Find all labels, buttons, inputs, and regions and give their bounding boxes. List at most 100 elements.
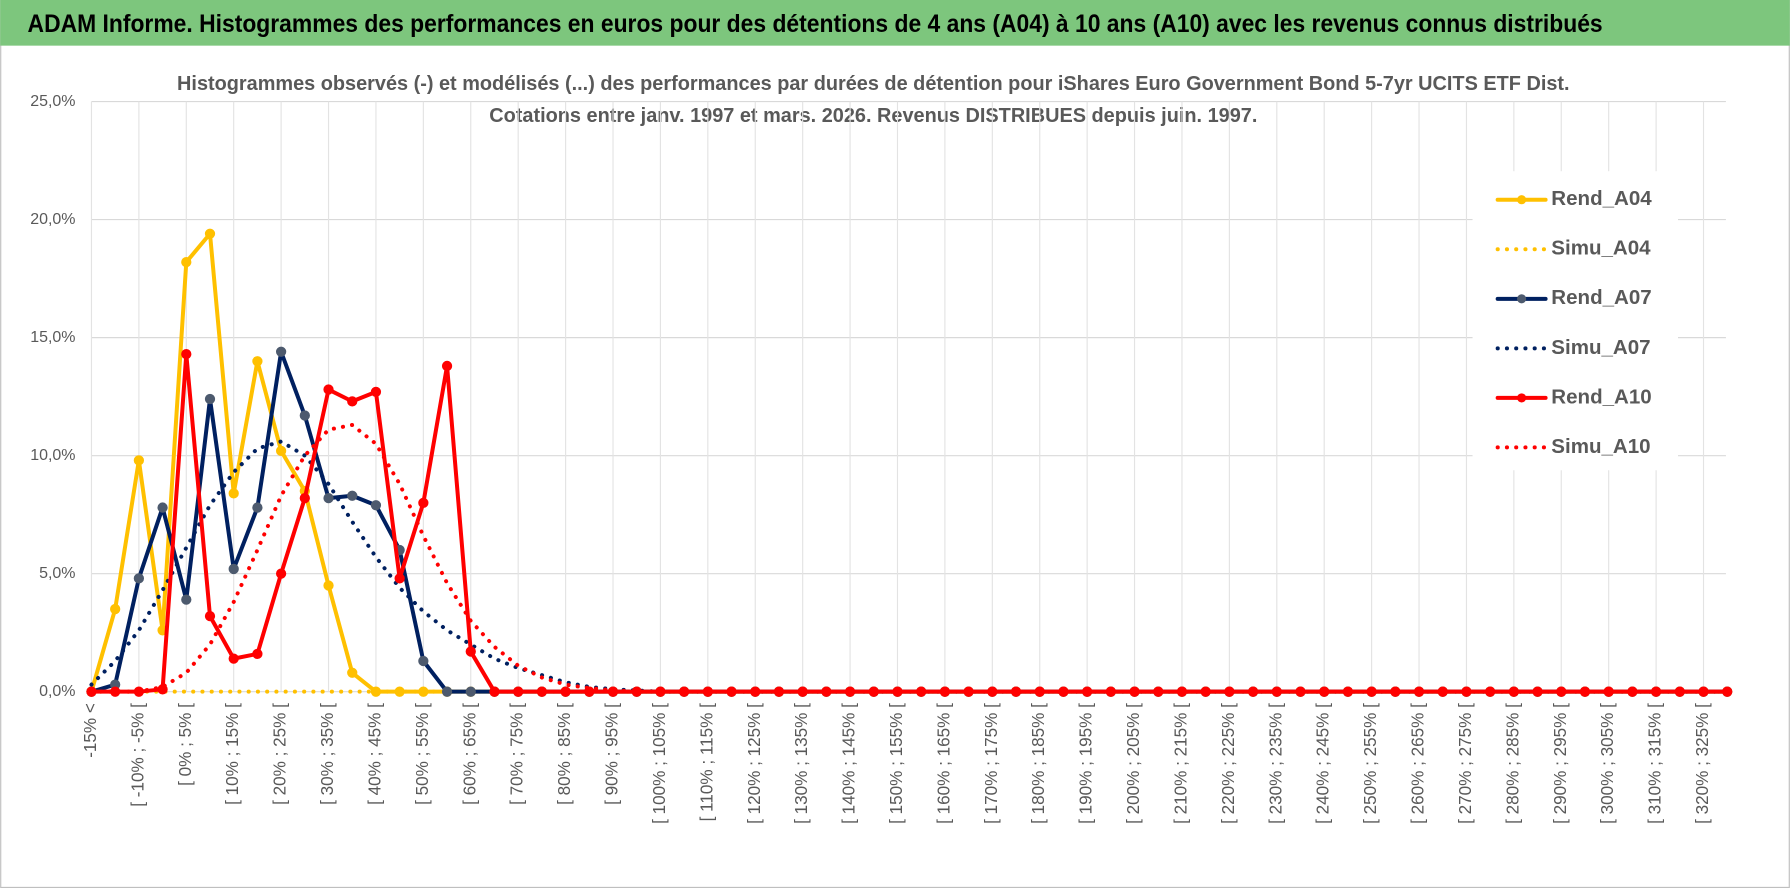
data-point (441, 360, 453, 372)
y-tick-label: 0,0% (39, 683, 75, 700)
data-point (418, 655, 429, 667)
data-point (1319, 686, 1330, 697)
data-point (441, 686, 453, 697)
x-tick-label: [ 220% ; 225% [ (1219, 703, 1238, 824)
y-tick-label: 10,0% (30, 447, 75, 464)
x-tick-label: [ 10% ; 15% [ (223, 703, 242, 805)
data-point (560, 686, 571, 697)
legend-label: Rend_A04 (1551, 187, 1652, 210)
data-point (347, 490, 358, 501)
x-tick-label: [ 0% ; 5% [ (176, 703, 195, 786)
x-tick-label: [ 190% ; 195% [ (1077, 703, 1096, 824)
series-line (89, 422, 1730, 694)
data-point (1674, 686, 1685, 697)
data-point (228, 653, 239, 664)
data-point (370, 500, 382, 511)
x-tick-label: -15% < (81, 703, 100, 758)
header-bar (0, 0, 1790, 46)
x-tick-label: [ 260% ; 265% [ (1409, 703, 1428, 824)
x-tick-label: [ 30% ; 35% [ (318, 703, 337, 805)
data-point (157, 502, 168, 513)
data-point (323, 492, 334, 504)
data-point (347, 667, 358, 678)
x-tick-label: [ 150% ; 155% [ (887, 703, 906, 824)
data-point (181, 256, 192, 268)
data-point (204, 393, 216, 405)
y-tick-label: 15,0% (30, 329, 75, 346)
x-tick-label: [ 170% ; 175% [ (982, 703, 1001, 824)
data-point (275, 346, 287, 357)
legend-marker (1517, 195, 1527, 205)
data-point (228, 563, 239, 575)
x-tick-label: [ 130% ; 135% [ (792, 703, 811, 824)
data-point (750, 686, 761, 697)
data-point (939, 686, 951, 697)
header-title: ADAM Informe. Histogrammes des performan… (28, 10, 1603, 38)
x-tick-label: [ 140% ; 145% [ (840, 703, 859, 824)
x-tick-label: [ -10% ; -5% [ (128, 703, 147, 807)
grid: 0,0% 5,0% 10,0% 15,0% 20,0% 25,0% -15% < [ -10%… (30, 93, 1726, 824)
legend: Rend_A04 Simu_A04 Rend_A07 Simu_A07 Rend_A10… (1472, 171, 1678, 471)
data-point (370, 686, 382, 697)
x-tick-label: [ 230% ; 235% [ (1266, 703, 1285, 824)
data-point (1129, 686, 1140, 697)
data-point (347, 396, 358, 407)
y-tick-label: 20,0% (30, 211, 75, 228)
data-point (323, 580, 334, 591)
legend-box (1472, 171, 1678, 471)
legend-label: Rend_A10 (1551, 385, 1651, 408)
x-tick-label: [ 240% ; 245% [ (1314, 703, 1333, 824)
data-point (323, 384, 334, 395)
data-point (536, 686, 548, 697)
data-point (181, 594, 192, 605)
y-tick-label: 25,0% (30, 93, 75, 110)
chart-title: Histogrammes observés (-) et modélisés (… (177, 72, 1569, 95)
data-point (204, 611, 216, 622)
x-tick-label: [ 20% ; 25% [ (271, 703, 290, 805)
x-tick-label: [ 250% ; 255% [ (1361, 703, 1380, 824)
x-tick-label: [ 290% ; 295% [ (1551, 703, 1570, 824)
x-tick-label: [ 70% ; 75% [ (508, 703, 527, 805)
data-point (489, 686, 500, 697)
x-tick-label: [ 310% ; 315% [ (1646, 703, 1665, 824)
x-tick-label: [ 300% ; 305% [ (1598, 703, 1617, 824)
x-tick-label: [ 50% ; 55% [ (413, 703, 432, 805)
data-point (228, 488, 239, 499)
data-point (299, 492, 310, 504)
data-point (204, 228, 216, 239)
data-point (133, 573, 145, 584)
data-point (110, 603, 121, 615)
x-tick-label: [ 180% ; 185% [ (1029, 703, 1048, 824)
x-tick-label: [ 320% ; 325% [ (1693, 703, 1712, 824)
x-tick-label: [ 80% ; 85% [ (555, 703, 574, 805)
data-point (252, 356, 263, 367)
legend-marker (1517, 393, 1527, 403)
x-tick-label: [ 270% ; 275% [ (1456, 703, 1475, 824)
legend-label: Simu_A07 (1551, 336, 1650, 359)
x-tick-label: [ 160% ; 165% [ (934, 703, 953, 824)
data-point (465, 646, 476, 657)
x-tick-label: [ 100% ; 105% [ (650, 703, 669, 824)
data-point (252, 502, 263, 513)
data-point (181, 349, 192, 360)
data-point (299, 410, 310, 421)
data-point (418, 497, 429, 508)
data-point (275, 568, 287, 579)
plot (86, 228, 1733, 697)
x-tick-label: [ 120% ; 125% [ (745, 703, 764, 824)
legend-marker (1517, 294, 1527, 304)
x-tick-label: [ 280% ; 285% [ (1503, 703, 1522, 824)
x-tick-label: [ 210% ; 215% [ (1171, 703, 1190, 824)
x-tick-label: [ 60% ; 65% [ (460, 703, 479, 805)
data-point (465, 686, 476, 697)
data-point (394, 573, 405, 584)
x-tick-label: [ 40% ; 45% [ (365, 703, 384, 805)
data-point (133, 455, 145, 466)
data-point (275, 445, 287, 457)
data-point (252, 648, 263, 660)
x-tick-label: [ 200% ; 205% [ (1124, 703, 1143, 824)
legend-label: Simu_A10 (1551, 435, 1650, 458)
legend-label: Rend_A07 (1551, 286, 1651, 309)
